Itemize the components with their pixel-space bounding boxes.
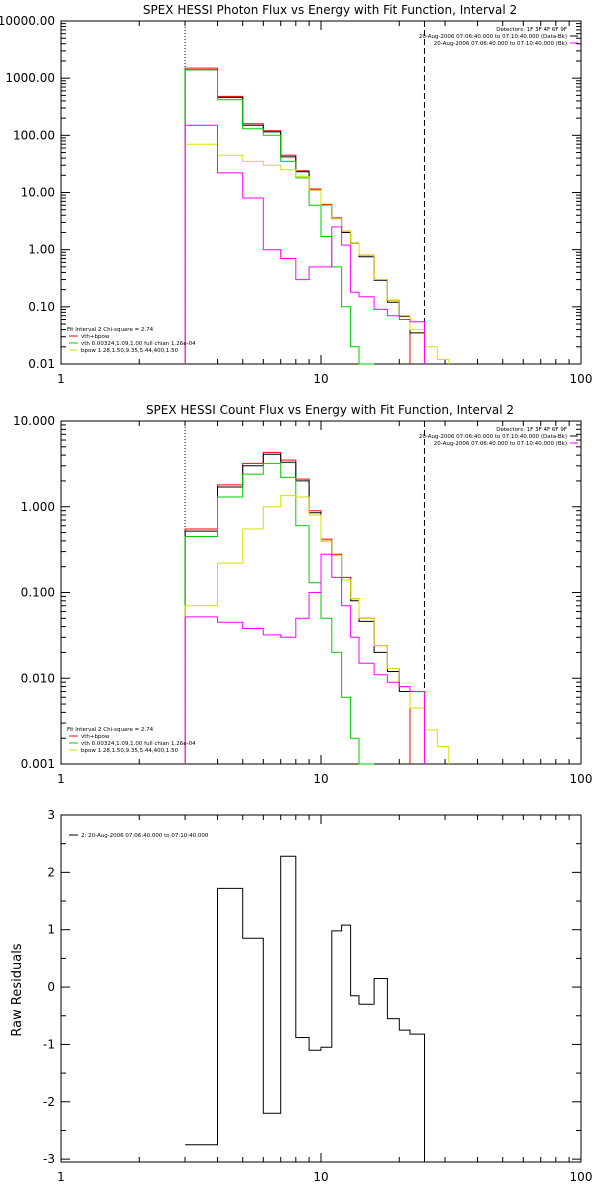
y-tick-label: 1.000 bbox=[21, 500, 55, 514]
x-tick-label: 10 bbox=[313, 772, 328, 786]
y-tick-label: 0.010 bbox=[21, 671, 55, 685]
legend-right-entry: 20-Aug-2006 07:06:40.000 to 07:10:40.000… bbox=[419, 34, 567, 40]
series-line-0 bbox=[184, 67, 411, 364]
y-tick-label: -1 bbox=[43, 1037, 55, 1051]
legend-right-entry: 20-Aug-2006 07:06:40.000 to 07:10:40.000… bbox=[419, 434, 567, 440]
y-tick-label: 3 bbox=[47, 808, 55, 822]
legend-left-entry: vth+bpow bbox=[81, 734, 110, 740]
x-tick-label: 1 bbox=[57, 1170, 65, 1184]
plot-frame bbox=[60, 814, 582, 1163]
series-line-2 bbox=[184, 69, 375, 365]
y-tick-label: 0.10 bbox=[28, 300, 55, 314]
y-tick-label: 10.00 bbox=[21, 186, 55, 200]
count-flux-panel: SPEX HESSI Count Flux vs Energy with Fit… bbox=[13, 403, 592, 786]
y-tick-label: 0.100 bbox=[21, 586, 55, 600]
series-line-3 bbox=[184, 143, 450, 364]
series-line-0 bbox=[185, 855, 425, 1162]
x-tick-label: 100 bbox=[570, 372, 593, 386]
legend-left-entry: 2: 20-Aug-2006 07:06:40.000 to 07:10:40.… bbox=[81, 833, 209, 839]
y-tick-label: 2 bbox=[47, 865, 55, 879]
legend-right-entry: Detectors: 1F 3F 4F 6F 9F bbox=[496, 27, 567, 33]
y-tick-label: 0 bbox=[47, 980, 55, 994]
y-tick-label: 1 bbox=[47, 923, 55, 937]
y-tick-label: -3 bbox=[43, 1152, 55, 1166]
legend-left-entry: vth 0.00324,1.09,1.00 full chian 1.26e-0… bbox=[81, 341, 196, 347]
y-tick-label: 10000.00 bbox=[0, 14, 55, 28]
legend-left-entry: vth+bpow bbox=[81, 334, 110, 340]
legend-left-entry: Fit Interval 2 Chi-square = 2.74 bbox=[67, 327, 154, 333]
y-tick-label: 1000.00 bbox=[5, 71, 55, 85]
series-line-4 bbox=[184, 553, 425, 764]
y-tick-label: 1.00 bbox=[28, 243, 55, 257]
legend-left-entry: vth 0.00324,1.09,1.00 full chian 1.26e-0… bbox=[81, 741, 196, 747]
x-tick-label: 1 bbox=[57, 772, 65, 786]
legend-left-entry: Fit Interval 2 Chi-square = 2.74 bbox=[67, 727, 154, 733]
plot-content: 1 10 100 0.01 0.10 1.00 10.00 100.00 1000.00 1000… bbox=[0, 14, 592, 386]
x-tick-label: 10 bbox=[313, 372, 328, 386]
legend-left-entry: bpow 1.28,1.50,9.35,5.44,400,1.50 bbox=[81, 748, 179, 754]
y-axis-label: Raw Residuals bbox=[10, 943, 25, 1036]
y-tick-label: 100.00 bbox=[13, 128, 55, 142]
y-tick-label: 0.001 bbox=[21, 757, 55, 771]
x-tick-label: 100 bbox=[570, 772, 593, 786]
y-tick-label: -2 bbox=[43, 1095, 55, 1109]
series-line-0 bbox=[184, 451, 411, 764]
photon-flux-panel: SPEX HESSI Photon Flux vs Energy with Fi… bbox=[0, 3, 592, 386]
chart-title: SPEX HESSI Photon Flux vs Energy with Fi… bbox=[143, 3, 517, 17]
legend-right-entry: 20-Aug-2006 07:06:40.000 to 07:10:40.000… bbox=[434, 41, 567, 47]
legend-left-entry: bpow 1.28,1.50,9.35,5.44,400,1.50 bbox=[81, 348, 179, 354]
series-line-2 bbox=[184, 462, 375, 765]
series-line-1 bbox=[184, 453, 425, 764]
y-tick-label: 10.000 bbox=[13, 414, 55, 428]
x-tick-label: 100 bbox=[570, 1170, 593, 1184]
series-line-3 bbox=[184, 495, 450, 764]
legend-right-entry: Detectors: 1F 3F 4F 6F 9F bbox=[496, 427, 567, 433]
x-tick-label: 1 bbox=[57, 372, 65, 386]
x-tick-label: 10 bbox=[313, 1170, 328, 1184]
series-line-4 bbox=[184, 124, 425, 364]
series-line-1 bbox=[184, 69, 425, 364]
legend-right-entry: 20-Aug-2006 07:06:40.000 to 07:10:40.000… bbox=[434, 441, 567, 447]
y-tick-label: 0.01 bbox=[28, 357, 55, 371]
plot-content: 1 10 100 0.001 0.010 0.100 1.000 10.000 Detector… bbox=[13, 414, 592, 786]
chart-title: SPEX HESSI Count Flux vs Energy with Fit… bbox=[146, 403, 514, 417]
